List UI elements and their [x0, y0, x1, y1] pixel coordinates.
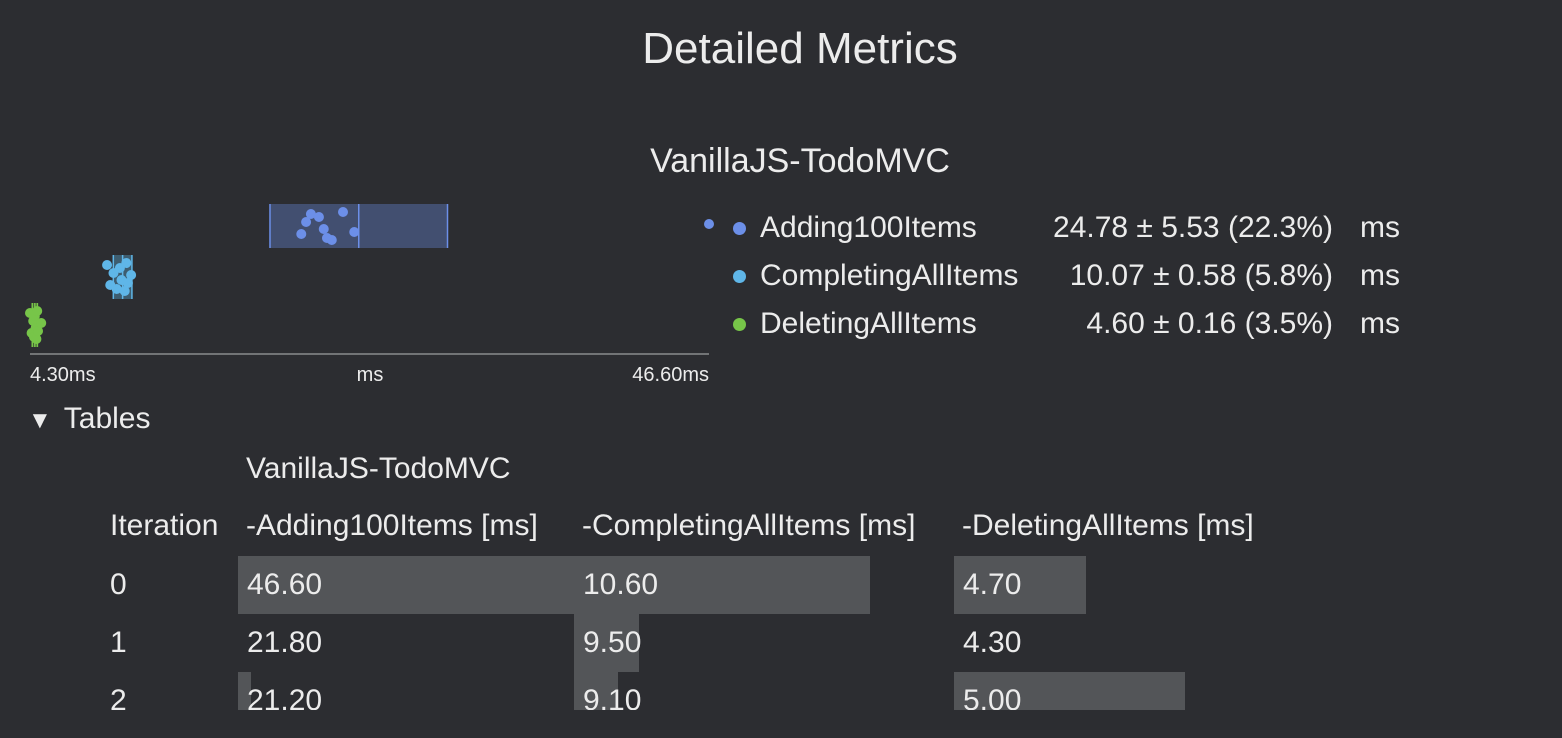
metrics-scatter-plot: 4.30ms ms 46.60ms: [25, 204, 714, 386]
table-cell: 9.50: [583, 626, 642, 659]
data-point: [111, 284, 122, 294]
column-header: -DeletingAllItems [ms]: [962, 509, 1254, 542]
data-point: [338, 207, 349, 217]
cell-bar: [954, 672, 1185, 710]
column-header: -CompletingAllItems [ms]: [582, 509, 916, 542]
table-title: VanillaJS-TodoMVC: [246, 452, 511, 485]
legend-dot-icon: [733, 270, 746, 283]
cell-bar: [954, 556, 1086, 614]
data-point: [326, 235, 337, 245]
cell-bar: [238, 672, 251, 710]
x-tick-label: 46.60ms: [632, 364, 709, 386]
cell-bar: [574, 614, 640, 672]
table-body: 0 46.60 10.60 4.70 1 21.80 9.50 4.30 2 21.20 9.10 5…: [0, 540, 1562, 710]
row-iteration: 2: [110, 684, 127, 710]
data-point: [704, 219, 714, 229]
data-point: [121, 258, 132, 268]
legend-series-name: DeletingAllItems: [760, 307, 977, 340]
row-iteration: 0: [110, 568, 127, 601]
legend-unit: ms: [1360, 211, 1400, 244]
legend-series-value: 24.78 ± 5.53 (22.3%): [1053, 211, 1333, 244]
legend-dot-icon: [733, 318, 746, 331]
legend-series-name: Adding100Items: [760, 211, 977, 244]
table-cell: 4.70: [963, 568, 1022, 601]
data-point: [318, 224, 329, 234]
data-point: [301, 217, 312, 227]
data-point: [119, 286, 130, 296]
cell-bar: [574, 672, 619, 710]
data-point: [102, 260, 113, 270]
data-point: [126, 270, 137, 280]
data-point: [305, 209, 316, 219]
x-tick-label: ms: [357, 364, 384, 386]
legend-unit: ms: [1360, 307, 1400, 340]
data-point: [33, 326, 44, 336]
tables-toggle[interactable]: ▼ Tables: [28, 402, 150, 436]
legend-series-value: 10.07 ± 0.58 (5.8%): [1069, 259, 1333, 292]
data-point: [31, 334, 42, 344]
table-cell: 10.60: [583, 568, 659, 601]
table-cell: 46.60: [247, 568, 323, 601]
legend-unit: ms: [1360, 259, 1400, 292]
column-header: -Adding100Items [ms]: [246, 509, 538, 542]
data-point: [296, 229, 307, 239]
chart-title: VanillaJS-TodoMVC: [650, 142, 950, 180]
cell-bar: [574, 556, 722, 614]
table-cell: 9.10: [583, 684, 642, 710]
table-cell: 4.30: [963, 626, 1022, 659]
data-point: [349, 227, 360, 237]
legend-series-value: 4.60 ± 0.16 (3.5%): [1086, 307, 1333, 340]
data-point: [32, 306, 43, 316]
column-header: Iteration: [110, 509, 219, 542]
disclosure-triangle-icon: ▼: [28, 407, 52, 434]
x-tick-label: 4.30ms: [30, 364, 96, 386]
table-cell: 21.20: [247, 684, 323, 710]
data-point: [36, 318, 47, 328]
row-iteration: 1: [110, 626, 127, 659]
cell-bar: [238, 556, 870, 614]
page-title: Detailed Metrics: [642, 24, 958, 73]
data-point: [313, 212, 324, 222]
table-cell: 21.80: [247, 626, 323, 659]
data-point: [122, 278, 133, 288]
legend-dot-icon: [733, 222, 746, 235]
legend-series-name: CompletingAllItems: [760, 259, 1019, 292]
tables-toggle-label: Tables: [63, 402, 151, 435]
table-cell: 5.00: [963, 684, 1022, 710]
